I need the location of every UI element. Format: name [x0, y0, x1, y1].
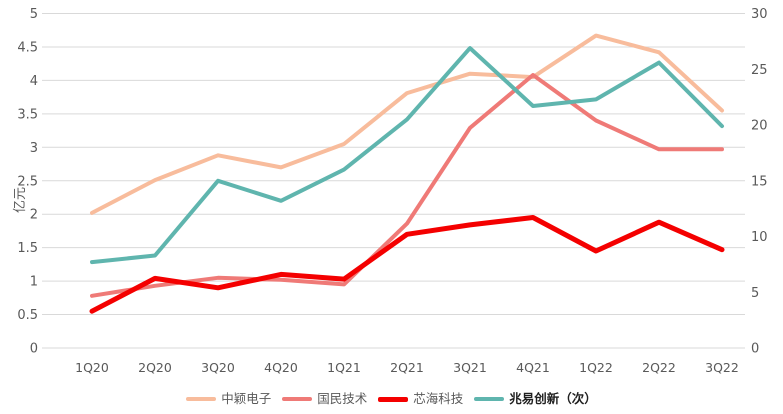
y-axis-tick-label: 3	[30, 141, 38, 156]
y-axis-tick-label: 1	[30, 275, 38, 290]
x-axis-tick-label: 3Q20	[201, 360, 235, 375]
plot-area: 0 0.5 1 1.5 2 2.5 3 3.5 4 4.5 5 0 5 10 15 20 25 30 1Q20 2…	[13, 7, 768, 375]
y-axis-tick-label: 2	[30, 208, 38, 223]
legend-line-swatch	[186, 397, 217, 401]
x-axis-tick-label: 2Q22	[642, 360, 676, 375]
y-axis-tick-label: 3.5	[17, 107, 38, 122]
x-axis-tick-label: 4Q21	[516, 360, 550, 375]
legend-item-zhaoyi-chuangxin: 兆易创新（次）	[474, 390, 597, 406]
series-line-1	[90, 73, 724, 298]
legend-item-zhongying-dianzi: 中颖电子	[186, 390, 272, 406]
y2-axis-tick-label: 15	[751, 174, 768, 189]
x-axis-tick-label: 1Q22	[579, 360, 613, 375]
y-axis-tick-label: 0.5	[17, 308, 38, 323]
y2-axis-tick-label: 10	[751, 230, 768, 245]
x-axis-tick-label: 4Q20	[264, 360, 298, 375]
y2-axis-tick-label: 0	[751, 342, 759, 357]
legend-label: 国民技术	[317, 390, 368, 406]
y2-axis-tick-label: 25	[751, 63, 768, 78]
x-axis-tick-label: 1Q20	[75, 360, 109, 375]
series-lines	[89, 33, 725, 314]
y2-axis-tick-label: 30	[751, 7, 768, 22]
y-axis-tick-label: 5	[30, 7, 38, 22]
x-axis-tick-label: 2Q21	[390, 360, 424, 375]
y-axis-title: 亿元	[13, 187, 28, 213]
series-line-3	[90, 46, 724, 265]
y2-axis-tick-label: 20	[751, 119, 768, 134]
legend-label: 兆易创新（次）	[509, 390, 597, 406]
y-axis-tick-label: 4.5	[17, 40, 38, 55]
legend-label: 芯海科技	[413, 390, 464, 406]
x-axis-tick-label: 3Q22	[705, 360, 739, 375]
legend-line-swatch	[474, 397, 505, 401]
legend-line-swatch	[378, 396, 409, 402]
y-axis-tick-label: 1.5	[17, 241, 38, 256]
series-line-2	[89, 215, 725, 314]
legend-line-swatch	[282, 397, 313, 401]
y-axis-right-ticks: 0 5 10 15 20 25 30	[751, 7, 768, 357]
y2-axis-tick-label: 5	[751, 286, 759, 301]
x-axis-tick-label: 2Q20	[138, 360, 172, 375]
y-axis-left-ticks: 0 0.5 1 1.5 2 2.5 3 3.5 4 4.5 5	[17, 7, 38, 357]
series-line-0	[90, 33, 724, 215]
y-axis-tick-label: 0	[30, 342, 38, 357]
x-axis-ticks: 1Q20 2Q20 3Q20 4Q20 1Q21 2Q21 3Q21 4Q21 1Q22 2Q22…	[75, 360, 739, 375]
legend-item-guomin-jishu: 国民技术	[282, 390, 368, 406]
legend: 中颖电子 国民技术 芯海科技 兆易创新（次）	[0, 386, 783, 412]
legend-item-xinhai-keji: 芯海科技	[378, 390, 464, 406]
y-axis-tick-label: 4	[30, 74, 38, 89]
x-axis-tick-label: 3Q21	[453, 360, 487, 375]
legend-label: 中颖电子	[221, 390, 272, 406]
y-axis-tick-label: 2.5	[17, 174, 38, 189]
x-axis-tick-label: 1Q21	[327, 360, 361, 375]
gridlines	[42, 13, 745, 349]
